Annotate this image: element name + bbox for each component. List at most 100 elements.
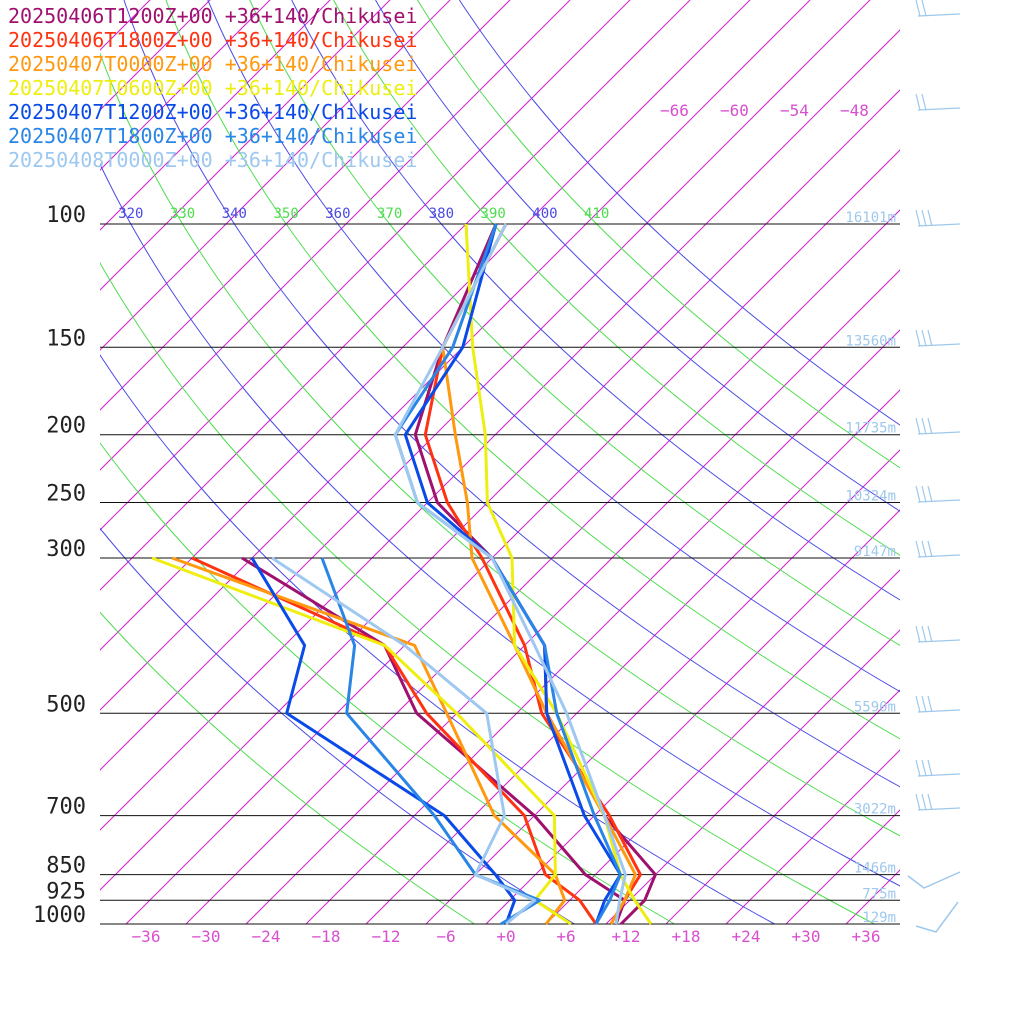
isotherm-line bbox=[100, 29, 900, 831]
dry-adiabat-line bbox=[100, 162, 900, 887]
upper-temperature-label: −48 bbox=[840, 101, 869, 120]
pressure-tick-label: 100 bbox=[46, 203, 86, 228]
isotherm-line bbox=[100, 0, 631, 531]
temperature-profile-line bbox=[464, 223, 653, 925]
isotherm-line bbox=[906, 0, 1024, 924]
isotherm-line bbox=[365, 389, 900, 924]
legend-entry: 20250407T1200Z+00 +36+140/Chikusei bbox=[8, 100, 417, 124]
isotherm-line bbox=[100, 0, 811, 711]
wind-barb-icon bbox=[915, 209, 961, 227]
isotherm-line bbox=[245, 269, 900, 924]
height-label: 1466m bbox=[854, 861, 896, 877]
isotherm-line bbox=[100, 0, 511, 411]
temperature-profile-line bbox=[393, 223, 622, 925]
isotherm-line bbox=[100, 0, 391, 291]
temperature-tick-label: +18 bbox=[672, 927, 701, 946]
pressure-tick-label: 150 bbox=[46, 326, 86, 351]
legend-entry: 20250408T0000Z+00 +36+140/Chikusei bbox=[8, 148, 417, 172]
wind-barb-icon bbox=[915, 695, 961, 713]
wind-barb-icon bbox=[915, 793, 961, 811]
theta-labels: 320 330 340 350 360 370 380 390 400 410 bbox=[118, 206, 609, 222]
legend-entry: 20250407T0000Z+00 +36+140/Chikusei bbox=[8, 52, 417, 76]
dry-adiabat-line bbox=[375, 0, 900, 512]
theta-label: 370 bbox=[377, 206, 402, 222]
dry-adiabat-line bbox=[207, 0, 900, 693]
theta-label: 410 bbox=[584, 206, 609, 222]
temperature-axis: −36 −30 −24 −18 −12 −6 +0 +6 +12 +18 +24 +30 +36 bbox=[132, 927, 881, 946]
pressure-tick-label: 925 bbox=[46, 879, 86, 904]
isotherm-line bbox=[100, 0, 211, 111]
wind-barb-icon bbox=[907, 871, 961, 889]
temperature-tick-label: −30 bbox=[192, 927, 221, 946]
dry-adiabat-line bbox=[249, 0, 900, 646]
isotherm-line bbox=[305, 329, 900, 924]
wind-barb-icon bbox=[915, 329, 961, 347]
temperature-tick-label: −12 bbox=[372, 927, 401, 946]
isotherm-line bbox=[100, 0, 331, 231]
legend: 20250406T1200Z+00 +36+140/Chikusei202504… bbox=[8, 4, 417, 172]
pressure-tick-label: 500 bbox=[46, 692, 86, 717]
dry-adiabat-line bbox=[100, 527, 575, 924]
dewpoint-profile-line bbox=[171, 556, 567, 925]
dry-adiabat-line bbox=[123, 0, 900, 788]
isobars bbox=[100, 223, 900, 925]
legend-entry: 20250407T0600Z+00 +36+140/Chikusei bbox=[8, 76, 417, 100]
legend-entry: 20250407T1800Z+00 +36+140/Chikusei bbox=[8, 124, 417, 148]
pressure-tick-label: 250 bbox=[46, 482, 86, 507]
temperature-tick-label: −18 bbox=[312, 927, 341, 946]
dry-adiabat-line bbox=[100, 261, 875, 924]
isotherm-line bbox=[100, 0, 871, 771]
temperature-tick-label: +24 bbox=[732, 927, 761, 946]
isotherm-line bbox=[545, 569, 900, 924]
pressure-tick-label: 300 bbox=[46, 537, 86, 562]
dry-adiabat-line bbox=[100, 354, 775, 924]
dry-adiabat-line bbox=[100, 611, 475, 924]
theta-label: 350 bbox=[273, 206, 298, 222]
dewpoint-profile-line bbox=[271, 556, 537, 926]
wind-barb-icon bbox=[915, 759, 961, 777]
dewpoint-profile-line bbox=[250, 557, 517, 925]
pressure-tick-label: 1000 bbox=[33, 903, 86, 928]
height-label: 3022m bbox=[854, 802, 896, 818]
theta-label: 360 bbox=[325, 206, 350, 222]
dry-adiabat-line bbox=[458, 0, 900, 426]
isotherm-line bbox=[485, 509, 900, 924]
theta-label: 380 bbox=[429, 206, 454, 222]
height-label: 5590m bbox=[854, 699, 896, 715]
pressure-tick-label: 850 bbox=[46, 854, 86, 879]
wind-barbs bbox=[907, 0, 961, 933]
pressure-tick-label: 200 bbox=[46, 414, 86, 439]
chart-grid bbox=[100, 0, 1024, 924]
isotherm-line bbox=[100, 0, 271, 171]
isotherm-line bbox=[665, 689, 900, 924]
wind-barb-icon bbox=[915, 540, 961, 558]
isotherm-line bbox=[605, 629, 900, 924]
dewpoint-profile-line bbox=[320, 557, 542, 926]
temperature-tick-label: +12 bbox=[612, 927, 641, 946]
height-label: 16101m bbox=[845, 210, 896, 226]
dry-adiabat-line bbox=[417, 0, 900, 469]
wind-barb-icon bbox=[915, 901, 959, 933]
wind-barb-icon bbox=[915, 93, 961, 111]
height-label: 775m bbox=[862, 886, 896, 902]
temperature-tick-label: −24 bbox=[252, 927, 281, 946]
isotherm-line bbox=[785, 809, 900, 924]
temperature-profile-line bbox=[393, 223, 627, 925]
temperature-tick-label: +0 bbox=[496, 927, 515, 946]
temperature-profile-line bbox=[423, 223, 642, 925]
isotherm-line bbox=[100, 0, 451, 351]
profiles bbox=[151, 223, 657, 926]
isotherm-line bbox=[425, 449, 900, 924]
temperature-tick-label: +6 bbox=[556, 927, 575, 946]
temperature-tick-label: +36 bbox=[852, 927, 881, 946]
theta-label: 390 bbox=[481, 206, 506, 222]
temperature-tick-label: −6 bbox=[436, 927, 455, 946]
dry-adiabat-line bbox=[291, 0, 900, 601]
height-label: 10324m bbox=[845, 489, 896, 505]
height-label: 11735m bbox=[845, 421, 896, 437]
isotherm-line bbox=[725, 749, 900, 924]
height-labels: 16101m 13560m 11735m 10324m 9147m 5590m 3022m 1… bbox=[845, 210, 896, 926]
wind-barb-icon bbox=[915, 417, 961, 435]
